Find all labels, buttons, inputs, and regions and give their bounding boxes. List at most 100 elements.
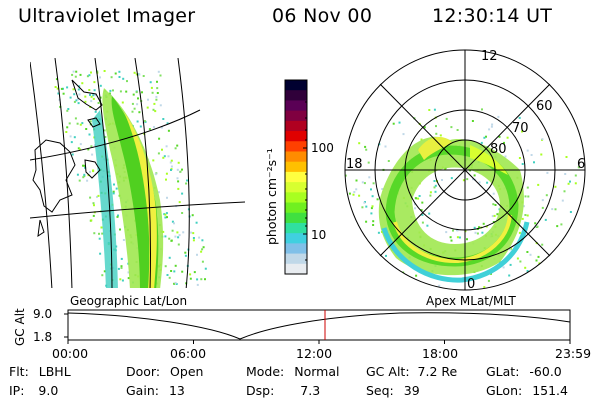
speckle-dot — [350, 215, 353, 218]
speckle-dot — [512, 191, 515, 194]
speckle-dot — [368, 176, 371, 179]
speckle-dot — [513, 204, 516, 207]
speckle-dot — [372, 224, 375, 226]
speckle-dot — [107, 174, 109, 177]
speckle-dot — [170, 239, 173, 242]
speckle-dot — [366, 264, 369, 267]
altitude-ytick-max: 9.0 — [33, 307, 52, 321]
speckle-dot — [125, 214, 128, 217]
speckle-dot — [456, 129, 459, 131]
geo-panel-caption: Geographic Lat/Lon — [70, 294, 188, 308]
geo-aurora-core — [124, 112, 157, 288]
speckle-dot — [136, 184, 139, 187]
speckle-dot — [518, 231, 521, 234]
colorbar-stripe — [285, 151, 307, 163]
speckle-dot — [564, 173, 567, 175]
speckle-dot — [196, 283, 199, 286]
speckle-dot — [93, 211, 96, 214]
speckle-dot — [109, 205, 112, 208]
dsp-label: Dsp: — [246, 383, 275, 398]
polar-aurora-outer — [378, 136, 524, 276]
speckle-dot — [76, 173, 79, 176]
colorbar-stripe — [285, 110, 307, 122]
speckle-dot — [141, 146, 144, 149]
speckle-dot — [441, 179, 443, 181]
speckle-dot — [481, 108, 483, 111]
speckle-dot — [174, 264, 177, 267]
ip-value: 9.0 — [38, 383, 59, 398]
speckle-dot — [192, 232, 195, 235]
speckle-dot — [160, 230, 163, 233]
speckle-dot — [145, 255, 147, 258]
speckle-dot — [105, 284, 108, 287]
speckle-dot — [67, 108, 70, 110]
speckle-dot — [139, 125, 142, 128]
colorbar-stripe — [285, 161, 307, 173]
speckle-dot — [181, 212, 184, 214]
speckle-dot — [90, 71, 92, 74]
speckle-dot — [439, 152, 442, 155]
speckle-dot — [200, 250, 203, 253]
speckle-dot — [153, 186, 156, 189]
speckle-dot — [200, 278, 203, 281]
speckle-dot — [384, 145, 387, 148]
speckle-dot — [519, 278, 522, 281]
speckle-dot — [140, 212, 143, 215]
speckle-dot — [115, 245, 118, 248]
speckle-dot — [446, 150, 449, 153]
info-ip: IP: 9.0 — [9, 383, 58, 398]
speckle-dot — [77, 147, 80, 150]
speckle-dot — [82, 176, 85, 179]
speckle-dot — [385, 254, 387, 257]
speckle-dot — [482, 222, 485, 225]
speckle-dot — [574, 182, 577, 185]
speckle-dot — [510, 247, 512, 250]
speckle-dot — [72, 88, 75, 91]
speckle-dot — [131, 125, 134, 128]
speckle-dot — [541, 138, 543, 141]
speckle-dot — [70, 141, 73, 144]
speckle-dot — [477, 161, 480, 164]
speckle-dot — [420, 209, 423, 212]
gain-value: 13 — [168, 383, 185, 398]
speckle-dot — [167, 155, 170, 158]
speckle-dot — [91, 153, 94, 156]
speckle-dot — [335, 206, 337, 208]
speckle-dot — [111, 203, 114, 206]
speckle-dot — [413, 117, 416, 120]
speckle-dot — [491, 235, 494, 238]
speckle-dot — [428, 170, 430, 172]
speckle-dot — [496, 213, 499, 216]
speckle-dot — [133, 132, 136, 135]
geo-aurora-mid — [111, 96, 159, 288]
speckle-dot — [506, 136, 509, 139]
speckle-dot — [434, 116, 437, 119]
speckle-dot — [125, 201, 128, 204]
speckle-dot — [60, 87, 63, 90]
speckle-dot — [112, 190, 115, 193]
speckle-dot — [94, 110, 97, 113]
speckle-dot — [433, 108, 436, 111]
speckle-dot — [173, 270, 176, 273]
speckle-dot — [398, 121, 401, 124]
speckle-dot — [507, 209, 510, 212]
speckle-dot — [537, 183, 540, 186]
speckle-dot — [478, 181, 481, 184]
speckle-dot — [176, 144, 179, 147]
speckle-dot — [150, 276, 153, 279]
speckle-dot — [485, 135, 487, 138]
speckle-dot — [432, 291, 434, 293]
speckle-dot — [485, 225, 488, 228]
mlat-label-80: 80 — [490, 142, 507, 157]
speckle-dot — [103, 129, 106, 132]
speckle-dot — [184, 251, 187, 254]
speckle-dot — [432, 140, 435, 143]
altitude-ytick-min: 1.8 — [33, 330, 52, 344]
speckle-dot — [134, 274, 137, 277]
speckle-dot — [168, 237, 171, 240]
speckle-dot — [457, 161, 460, 163]
speckle-dot — [68, 122, 71, 125]
door-value: Open — [170, 364, 204, 379]
speckle-dot — [84, 100, 87, 103]
speckle-dot — [104, 118, 107, 120]
